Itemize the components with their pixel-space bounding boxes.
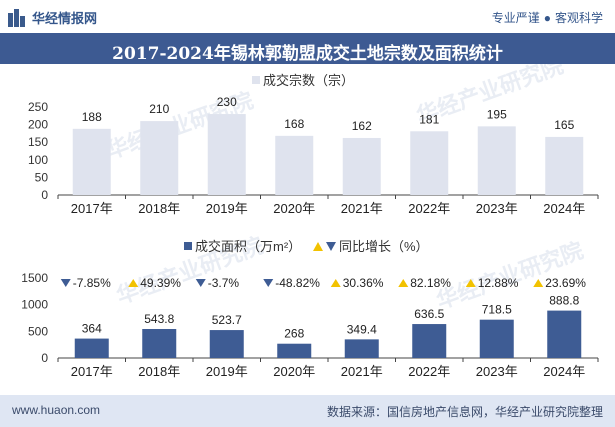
c1-xtick-label-6: 2023年: [476, 201, 518, 216]
legend-up-arrow-icon: [313, 242, 323, 251]
c1-bar-0: [72, 128, 111, 195]
c1-bar-7: [545, 136, 584, 195]
c2-bar-6: [479, 319, 514, 358]
brand-logo-icon: [8, 8, 26, 27]
up-arrow-icon-1: [128, 279, 139, 287]
c1-xtick-label-0: 2017年: [71, 201, 113, 216]
c2-bar-label-3: 268: [284, 327, 304, 341]
c1-xtick-label-7: 2024年: [543, 201, 585, 216]
down-arrow-icon-0: [60, 279, 71, 287]
c1-bar-3: [275, 135, 314, 195]
c2-growth-label-4: 30.36%: [343, 276, 384, 290]
legend-area-swatch: [184, 242, 192, 250]
title-bar: 2017-2024年锡林郭勒盟成交土地宗数及面积统计: [0, 33, 615, 64]
up-arrow-icon-6: [465, 279, 476, 287]
c2-bar-label-2: 523.7: [212, 313, 242, 327]
c2-growth-label-5: 82.18%: [410, 276, 451, 290]
c2-xtick-label-7: 2024年: [543, 364, 585, 379]
c1-bar-label-2: 230: [217, 95, 237, 109]
c1-xtick-label-1: 2018年: [138, 201, 180, 216]
c1-ytick-4: 200: [28, 118, 48, 132]
c2-bar-label-1: 543.8: [144, 312, 174, 326]
c1-xtick-label-5: 2022年: [408, 201, 450, 216]
c1-ytick-1: 50: [35, 170, 49, 184]
c2-xtick-label-1: 2018年: [138, 364, 180, 379]
c2-ytick-2: 1000: [21, 298, 48, 312]
legend-count-swatch: [252, 76, 260, 84]
c2-growth-label-6: 12.88%: [478, 276, 519, 290]
c1-bar-label-7: 165: [554, 118, 574, 132]
c2-ytick-1: 500: [28, 324, 48, 338]
c2-growth-label-1: 49.39%: [140, 276, 181, 290]
slogan: 专业严谨 ● 客观科学: [492, 9, 603, 26]
c2-growth-label-7: 23.69%: [545, 276, 586, 290]
c2-bar-1: [142, 328, 177, 358]
c2-bar-label-4: 349.4: [347, 322, 377, 336]
c1-bar-label-3: 168: [284, 117, 304, 131]
c1-bar-label-0: 188: [82, 110, 102, 124]
brand-logo[interactable]: 华经情报网: [8, 8, 97, 27]
legend-growth-label: 同比增长（%）: [339, 239, 429, 254]
up-arrow-icon-7: [533, 279, 544, 287]
c1-xtick-label-4: 2021年: [341, 201, 383, 216]
c2-xtick-label-4: 2021年: [341, 364, 383, 379]
down-arrow-icon-3: [263, 279, 274, 287]
c1-bar-label-1: 210: [149, 102, 169, 116]
legend-down-arrow-icon: [326, 242, 336, 251]
c2-growth-label-2: -3.7%: [208, 276, 240, 290]
c1-ytick-3: 150: [28, 135, 48, 149]
c2-xtick-label-5: 2022年: [408, 364, 450, 379]
c2-growth-label-0: -7.85%: [73, 276, 111, 290]
c2-bar-label-5: 636.5: [414, 307, 444, 321]
legend-count-label: 成交宗数（宗）: [263, 73, 354, 88]
c2-bar-0: [74, 338, 109, 358]
c1-bar-2: [207, 114, 246, 195]
c2-bar-label-7: 888.8: [549, 294, 579, 308]
c2-ytick-0: 0: [41, 351, 48, 365]
c2-xtick-label-2: 2019年: [206, 364, 248, 379]
c2-bar-5: [412, 324, 447, 358]
c2-ytick-3: 1500: [21, 271, 48, 285]
up-arrow-icon-5: [398, 279, 409, 287]
c2-bar-2: [209, 330, 244, 358]
footer: www.huaon.com 数据来源：国信房地产信息网，华经产业研究院整理: [0, 395, 615, 427]
c2-bar-label-0: 364: [82, 322, 102, 336]
c2-bar-label-6: 718.5: [482, 303, 512, 317]
slogan-left: 专业严谨: [491, 11, 540, 25]
c2-growth-label-3: -48.82%: [275, 276, 320, 290]
c1-bar-5: [410, 131, 449, 195]
footer-website[interactable]: www.huaon.com: [12, 403, 101, 417]
slogan-right: 客观科学: [554, 11, 603, 25]
c2-xtick-label-0: 2017年: [71, 364, 113, 379]
c2-bar-4: [344, 339, 379, 358]
c1-xtick-label-3: 2020年: [273, 201, 315, 216]
legend-area-label: 成交面积（万m²）: [195, 239, 301, 254]
chart-title: 2017-2024年锡林郭勒盟成交土地宗数及面积统计: [112, 44, 503, 64]
c2-xtick-label-6: 2023年: [476, 364, 518, 379]
c1-ytick-5: 250: [28, 100, 48, 114]
c1-bar-1: [140, 121, 179, 195]
c1-ytick-2: 100: [28, 153, 48, 167]
c1-ytick-0: 0: [41, 188, 48, 202]
c1-bar-label-6: 195: [487, 107, 507, 121]
c2-bar-7: [547, 310, 582, 358]
up-arrow-icon-4: [330, 279, 341, 287]
c1-bar-label-5: 181: [419, 112, 439, 126]
brand-name: 华经情报网: [32, 11, 98, 26]
c2-bar-3: [277, 343, 312, 358]
c1-bar-label-4: 162: [352, 119, 372, 133]
c1-xtick-label-2: 2019年: [206, 201, 248, 216]
c1-bar-4: [342, 137, 381, 195]
slogan-dot-icon: ●: [543, 11, 551, 25]
c1-bar-6: [477, 126, 516, 195]
footer-source: 数据来源：国信房地产信息网，华经产业研究院整理: [326, 405, 603, 419]
down-arrow-icon-2: [195, 279, 206, 287]
top-bar: 华经情报网 专业严谨 ● 客观科学: [0, 0, 615, 33]
c2-xtick-label-3: 2020年: [273, 364, 315, 379]
